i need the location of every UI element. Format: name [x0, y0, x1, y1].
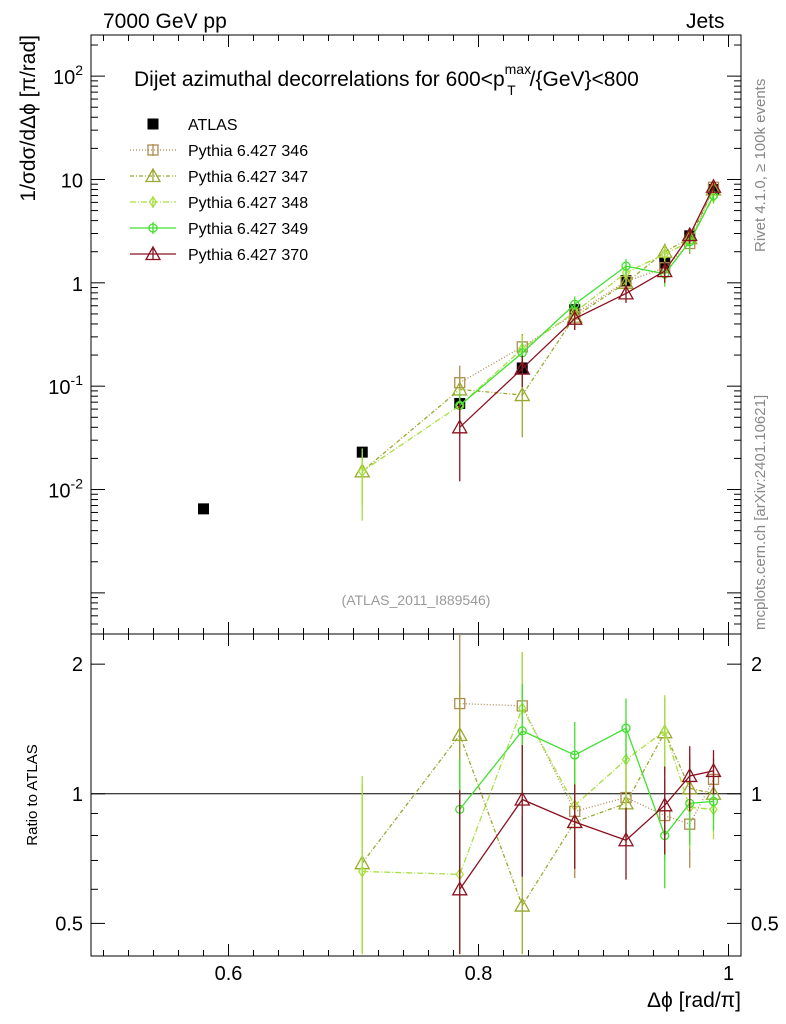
data-point	[514, 360, 531, 375]
x-tick-label: 0.6	[215, 963, 243, 985]
ratio-data-point	[656, 797, 673, 812]
category-label: Jets	[686, 10, 725, 33]
ratio-data-point	[681, 767, 698, 783]
data-point	[621, 266, 631, 279]
ratio-data-point	[570, 750, 580, 760]
y-axis-title: 1/σdσ/dΔϕ [π/rad]	[17, 35, 40, 202]
ratio-y-tick-label: 0.5	[55, 913, 83, 935]
ratio-axis-title: Ratio to ATLAS	[24, 744, 41, 845]
y-tick-label: 10-2	[48, 476, 83, 503]
watermark-label: (ATLAS_2011_I889546)	[342, 592, 491, 608]
chart-title: Dijet azimuthal decorrelations for 600<p…	[134, 61, 639, 98]
x-tick-label: 0.8	[465, 963, 493, 985]
legend-label: Pythia 6.427 349	[188, 221, 308, 238]
series-line	[459, 195, 715, 407]
data-point	[681, 226, 698, 242]
legend-entry-3	[130, 195, 176, 209]
legend-marker	[148, 195, 158, 209]
series-line	[361, 196, 715, 472]
series-5	[451, 178, 722, 955]
legend-marker	[147, 118, 159, 130]
ratio-series-line	[459, 702, 715, 825]
ratio-y-tick-label: 1	[72, 784, 83, 806]
ratio-plot-frame	[90, 633, 742, 957]
series-line	[459, 187, 715, 384]
data-point	[451, 418, 468, 434]
data-point	[705, 178, 722, 193]
data-point	[566, 310, 583, 325]
legend-entry-5	[130, 245, 176, 261]
ratio-series-line	[361, 730, 714, 908]
ratio-y-tick-label: 2	[72, 654, 83, 676]
ratio-data-point	[705, 762, 722, 778]
legend-label: Pythia 6.427 370	[188, 247, 308, 264]
legend-entry-0	[147, 118, 159, 130]
legend-label: Pythia 6.427 348	[188, 195, 308, 212]
x-axis-title: Δϕ [rad/π]	[647, 989, 741, 1012]
legend-label: Pythia 6.427 346	[188, 143, 308, 160]
ratio-y-tick-label-right: 0.5	[751, 913, 779, 935]
ratio-data-point	[621, 723, 631, 733]
data-point	[357, 465, 367, 478]
energy-label: 7000 GeV pp	[103, 10, 227, 33]
ratio-data-point	[566, 813, 583, 829]
x-tick-label: 1	[723, 963, 734, 985]
ratio-data-point	[617, 831, 635, 847]
ratio-y-tick-label-right: 2	[751, 654, 762, 676]
legend-label: Pythia 6.427 347	[188, 169, 308, 186]
y-tick-label: 1	[72, 274, 83, 296]
ratio-series-line	[459, 770, 714, 890]
ratio-data-point	[660, 724, 670, 737]
series-2	[354, 181, 722, 955]
y-tick-label: 102	[53, 62, 83, 89]
ratio-data-point	[451, 880, 468, 896]
ratio-data-point	[514, 897, 531, 912]
ratio-y-tick-label-right: 1	[751, 784, 762, 806]
legend-entry-2	[130, 167, 176, 183]
ratio-data-point	[708, 796, 719, 807]
series-line	[361, 189, 715, 472]
legend-marker	[144, 167, 162, 183]
ratio-data-point	[514, 791, 531, 806]
series-4	[455, 189, 719, 889]
ratio-data-point	[451, 726, 468, 742]
legend-entry-1	[130, 144, 176, 156]
data-point	[617, 285, 635, 300]
legend-marker	[144, 245, 162, 261]
data-point	[198, 503, 209, 515]
ratio-data-point	[357, 865, 367, 878]
ratio-data-point	[517, 726, 527, 736]
ratio-series-line	[362, 706, 714, 875]
ratio-series-line	[459, 727, 714, 837]
legend-entry-4	[130, 222, 176, 234]
data-point	[656, 262, 673, 278]
data-point	[570, 299, 580, 309]
data-point	[660, 247, 670, 261]
data-point	[514, 386, 531, 402]
y-tick-label: 10	[61, 170, 83, 192]
y-tick-label: 10-1	[48, 372, 83, 399]
legend-marker	[148, 223, 158, 233]
legend-marker	[147, 144, 159, 156]
ratio-data-point	[621, 753, 631, 766]
legend-label: ATLAS	[188, 117, 238, 134]
data-point	[621, 261, 631, 271]
